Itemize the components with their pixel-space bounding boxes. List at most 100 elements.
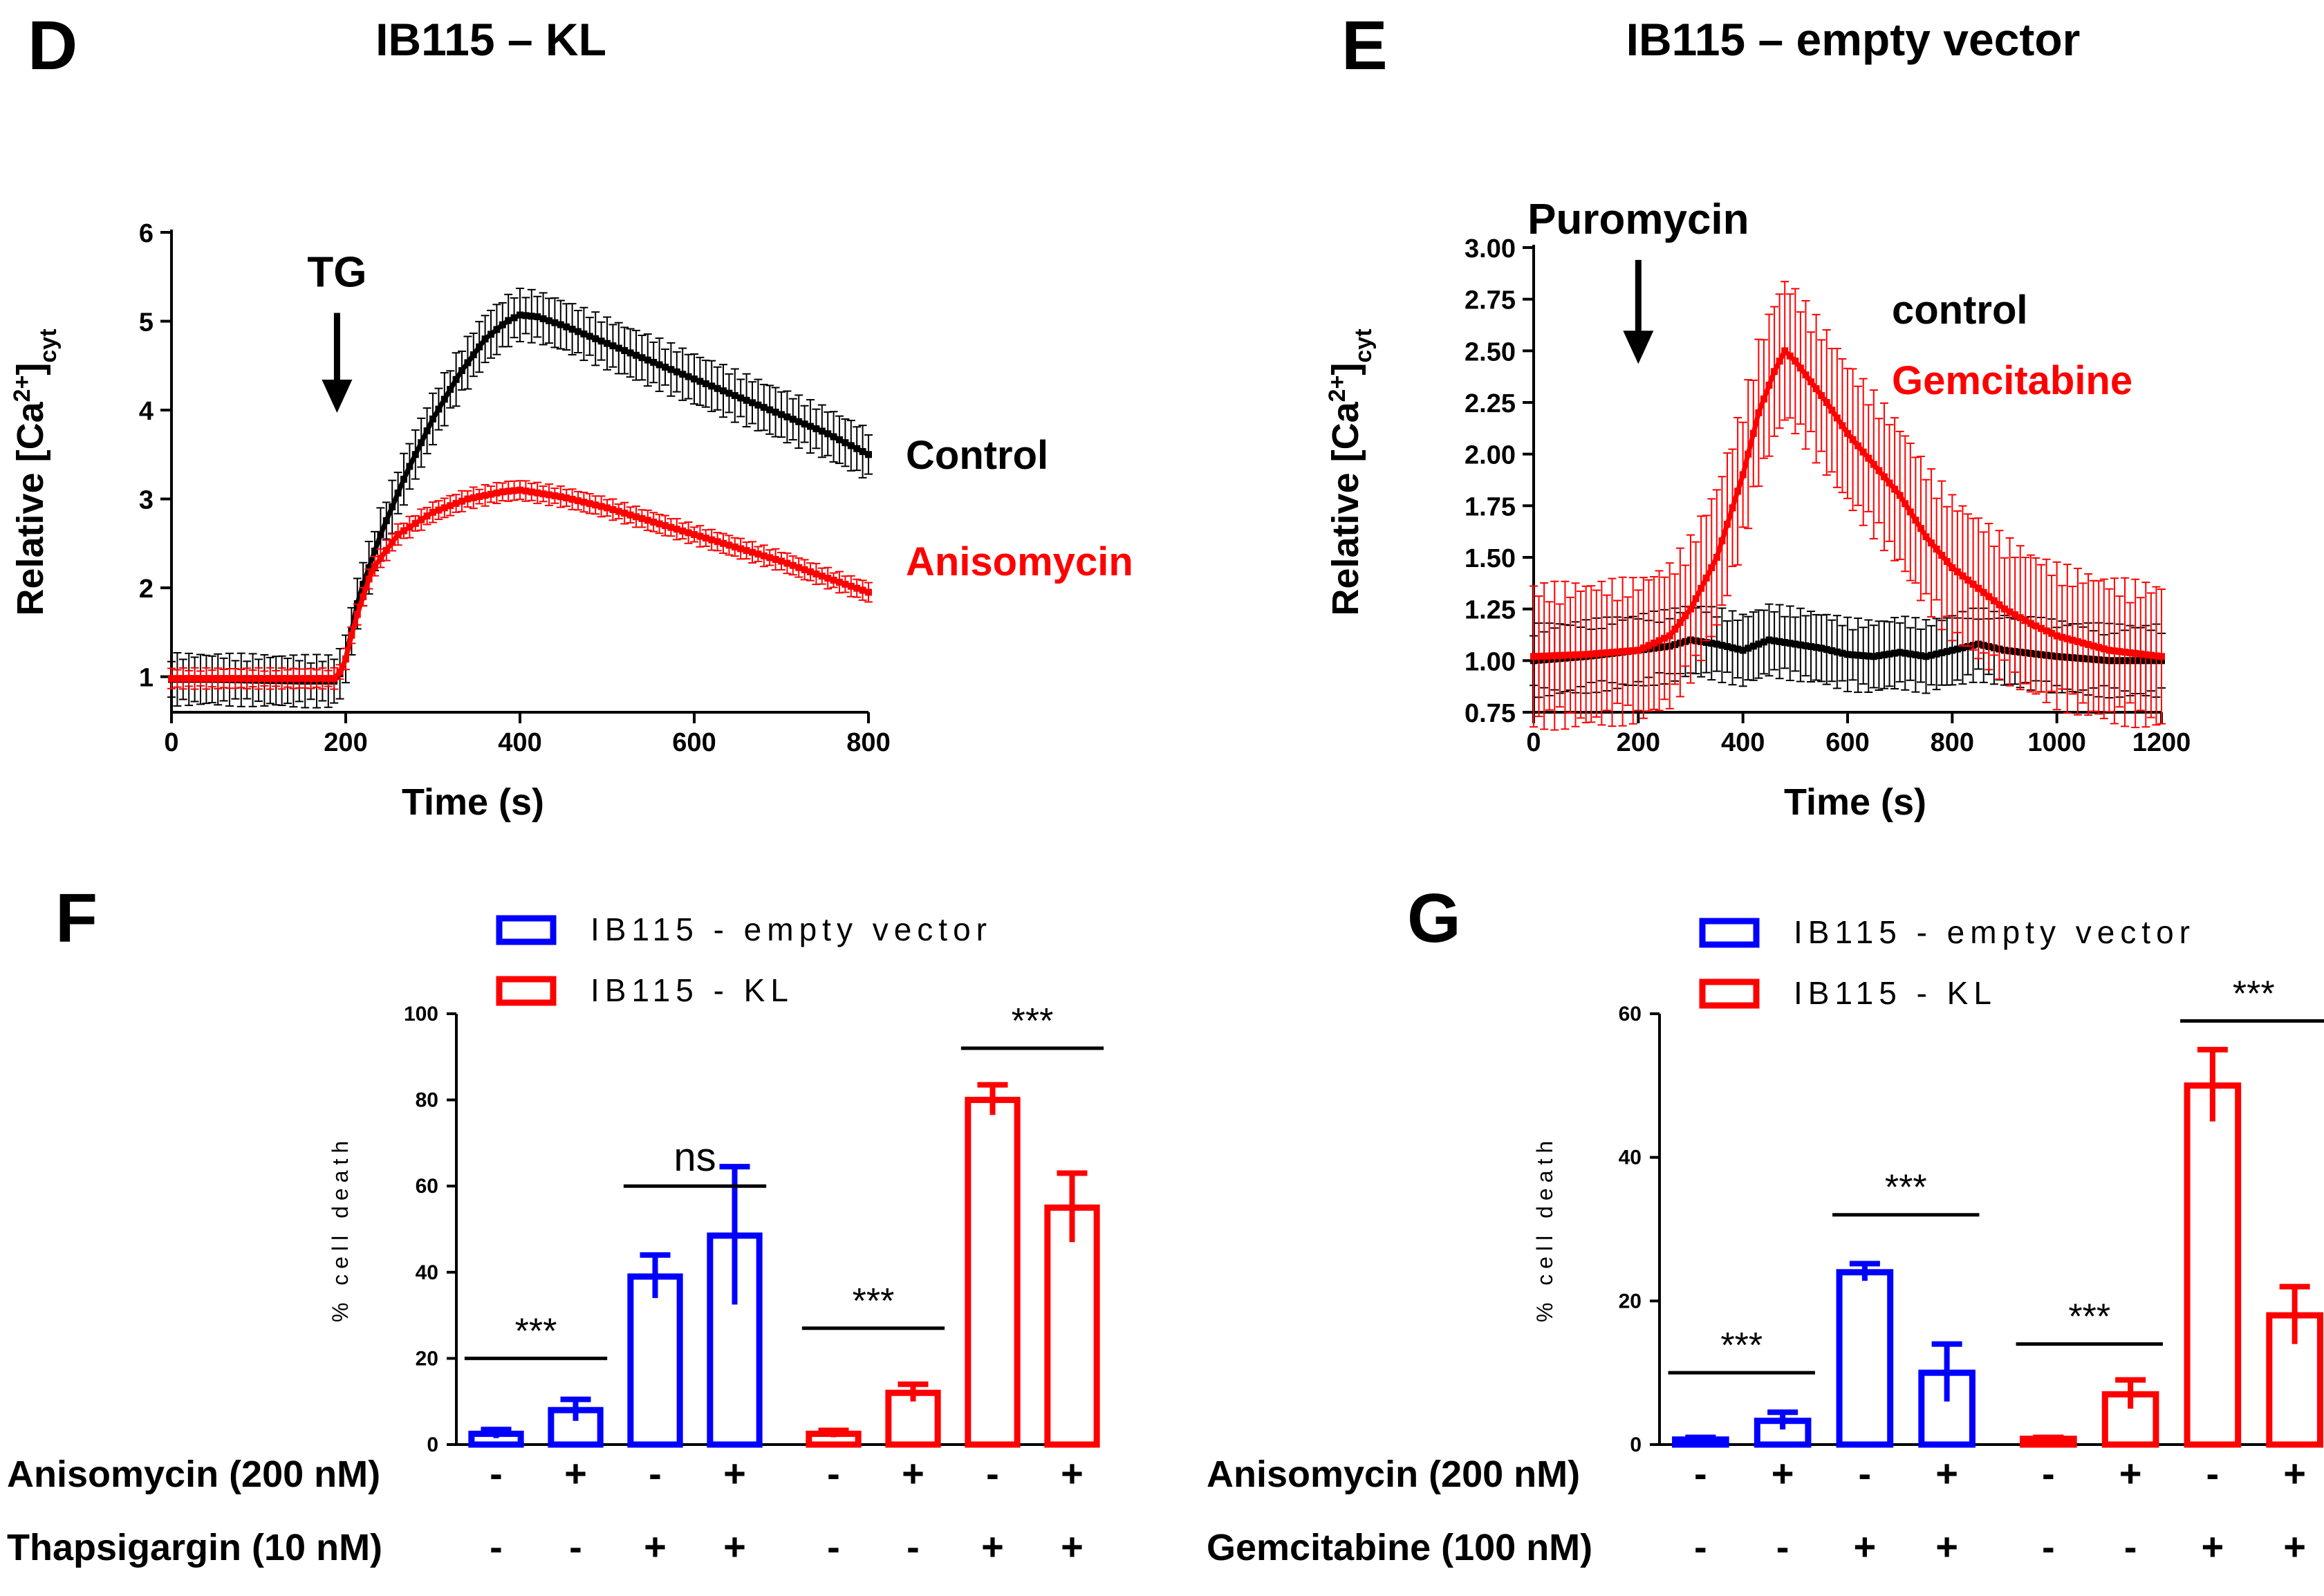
data-point (795, 418, 803, 425)
bar (627, 1273, 683, 1448)
x-tick-label: 600 (672, 728, 716, 757)
data-point (1729, 644, 1736, 651)
row2-symbol: - (490, 1525, 503, 1568)
data-point (411, 451, 419, 458)
data-point (1880, 651, 1888, 658)
data-point (812, 570, 820, 578)
data-point (1535, 653, 1543, 660)
data-point (807, 423, 814, 430)
data-point (1823, 399, 1830, 406)
data-point (1786, 352, 1794, 360)
data-point (389, 503, 396, 510)
data-point (2058, 633, 2066, 641)
data-point (203, 675, 210, 683)
row1-symbol: - (2042, 1451, 2055, 1495)
data-point (510, 314, 518, 322)
data-point (272, 675, 280, 683)
data-point (842, 580, 849, 588)
data-point (1839, 422, 1846, 429)
data-point (615, 344, 622, 352)
data-point (656, 361, 663, 369)
data-point (1786, 640, 1794, 647)
data-point (1614, 648, 1621, 656)
legend-label: IB115 - empty vector (1794, 914, 2195, 950)
significance-label: *** (2233, 974, 2275, 1014)
data-point (795, 564, 803, 571)
row-label: Gemcitabine (100 nM) (1207, 1527, 1592, 1568)
data-point (261, 675, 268, 683)
data-point (1755, 640, 1763, 648)
data-point (714, 384, 721, 392)
data-point (1802, 642, 1810, 649)
data-point (1865, 454, 1872, 462)
y-axis-label: Relative [Ca2+]cyt (1324, 328, 1377, 615)
data-point (1723, 643, 1731, 651)
bar (2184, 1082, 2242, 1448)
data-point (2011, 611, 2019, 619)
data-point (1807, 378, 1815, 386)
data-point (1933, 546, 1940, 553)
data-point (801, 420, 808, 428)
y-tick-label: 2.25 (1465, 389, 1516, 418)
x-tick-label: 400 (498, 728, 541, 757)
data-point (801, 566, 808, 573)
row2-symbol: - (827, 1525, 840, 1568)
y-tick-label: 0.75 (1465, 699, 1516, 728)
data-point (1886, 479, 1893, 487)
data-point (1949, 647, 1956, 654)
data-point (423, 427, 431, 435)
data-point (1666, 632, 1673, 640)
data-point (1545, 652, 1553, 660)
data-point (313, 675, 320, 683)
data-point (1776, 358, 1783, 365)
data-point (365, 575, 373, 583)
data-point (1906, 508, 1914, 516)
data-point (749, 399, 756, 407)
y-tick-label: 2.50 (1465, 337, 1516, 366)
data-point (470, 351, 477, 359)
data-point (749, 548, 756, 556)
data-point (865, 451, 872, 458)
row1-symbol: + (1772, 1451, 1794, 1495)
data-point (847, 582, 855, 590)
data-point (1912, 651, 1919, 658)
data-point (2074, 638, 2081, 645)
data-point (2001, 605, 2008, 613)
data-point (1828, 647, 1836, 654)
data-point (1682, 612, 1689, 620)
data-point (1755, 409, 1763, 416)
data-point (1928, 539, 1935, 547)
data-point (667, 523, 675, 531)
x-tick-label: 800 (1931, 728, 1974, 757)
legend-label-control: control (1892, 288, 2028, 333)
y-tick-label: 1.25 (1465, 596, 1516, 625)
data-point (2142, 651, 2150, 658)
data-point (2016, 614, 2024, 622)
row2-symbol: - (569, 1525, 582, 1568)
data-point (382, 546, 390, 554)
data-point (1943, 648, 1951, 656)
data-point (1859, 448, 1867, 456)
data-point (1771, 368, 1778, 375)
data-point (505, 317, 512, 324)
data-point (1896, 649, 1904, 656)
data-point (1928, 651, 1935, 659)
data-point (481, 335, 489, 343)
data-point (1629, 647, 1637, 654)
data-point (1985, 593, 1993, 600)
data-point (1645, 642, 1653, 649)
y-tick-label: 80 (416, 1089, 438, 1112)
data-point (342, 655, 349, 662)
data-point (331, 675, 338, 683)
data-point (1880, 473, 1888, 481)
data-point (1561, 651, 1569, 659)
data-point (517, 486, 523, 494)
data-point (1796, 364, 1804, 372)
data-point (1943, 557, 1951, 565)
legend-label: IB115 - KL (591, 972, 794, 1008)
data-point (307, 675, 315, 683)
data-point (1765, 382, 1773, 389)
row1-symbol: + (1061, 1451, 1084, 1495)
legend-swatch (496, 976, 557, 1006)
data-point (604, 340, 611, 347)
